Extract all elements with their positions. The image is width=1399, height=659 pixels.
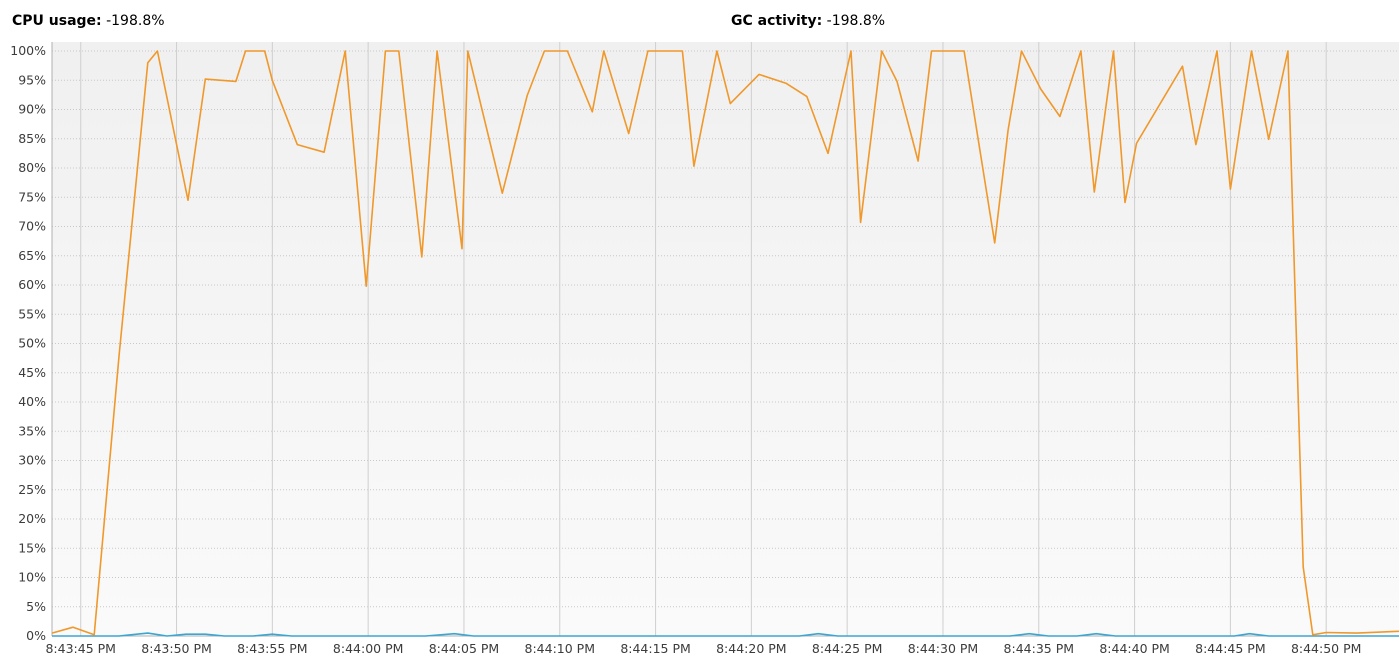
- y-tick-label: 0%: [26, 628, 46, 643]
- y-tick-label: 45%: [18, 365, 46, 380]
- y-tick-label: 75%: [18, 189, 46, 204]
- y-tick-label: 35%: [18, 423, 46, 438]
- y-tick-label: 30%: [18, 453, 46, 468]
- x-tick-label: 8:44:10 PM: [525, 641, 595, 656]
- y-tick-label: 20%: [18, 511, 46, 526]
- x-tick-label: 8:44:05 PM: [429, 641, 499, 656]
- x-tick-label: 8:44:25 PM: [812, 641, 882, 656]
- y-tick-label: 90%: [18, 102, 46, 117]
- y-tick-label: 60%: [18, 277, 46, 292]
- gc-activity-series-line: [52, 632, 1399, 637]
- x-tick-label: 8:44:15 PM: [620, 641, 690, 656]
- x-tick-label: 8:43:45 PM: [45, 641, 115, 656]
- gc-activity-value: -198.8%: [826, 13, 886, 29]
- cpu-usage-label: CPU usage:: [12, 13, 102, 29]
- gc-activity-stat: GC activity: -198.8%: [731, 13, 885, 29]
- y-tick-label: 65%: [18, 248, 46, 263]
- y-tick-label: 40%: [18, 394, 46, 409]
- cpu-usage-value: -198.8%: [106, 13, 165, 29]
- x-tick-label: 8:43:50 PM: [141, 641, 211, 656]
- x-tick-label: 8:44:30 PM: [908, 641, 978, 656]
- y-tick-label: 70%: [18, 219, 46, 234]
- y-tick-label: 55%: [18, 306, 46, 321]
- cpu-usage-series-line: [51, 50, 1399, 636]
- y-tick-label: 100%: [10, 43, 46, 58]
- x-tick-label: 8:44:00 PM: [333, 641, 403, 656]
- y-tick-label: 80%: [18, 160, 46, 175]
- cpu-usage-stat: CPU usage: -198.8%: [12, 13, 165, 29]
- y-tick-label: 85%: [18, 131, 46, 146]
- x-tick-label: 8:44:50 PM: [1291, 641, 1361, 656]
- y-tick-label: 50%: [18, 336, 46, 351]
- x-tick-label: 8:43:55 PM: [237, 641, 307, 656]
- x-tick-label: 8:44:45 PM: [1195, 641, 1265, 656]
- x-tick-label: 8:44:20 PM: [716, 641, 786, 656]
- y-tick-label: 10%: [18, 570, 46, 585]
- plot-area: [52, 42, 1399, 636]
- x-tick-label: 8:44:40 PM: [1099, 641, 1169, 656]
- stats-header: CPU usage: -198.8% GC activity: -198.8%: [0, 0, 1399, 40]
- gc-activity-label: GC activity:: [731, 13, 823, 29]
- x-tick-label: 8:44:35 PM: [1004, 641, 1074, 656]
- y-tick-label: 95%: [18, 72, 46, 87]
- y-tick-label: 25%: [18, 482, 46, 497]
- y-tick-label: 5%: [26, 599, 46, 614]
- y-tick-label: 15%: [18, 540, 46, 555]
